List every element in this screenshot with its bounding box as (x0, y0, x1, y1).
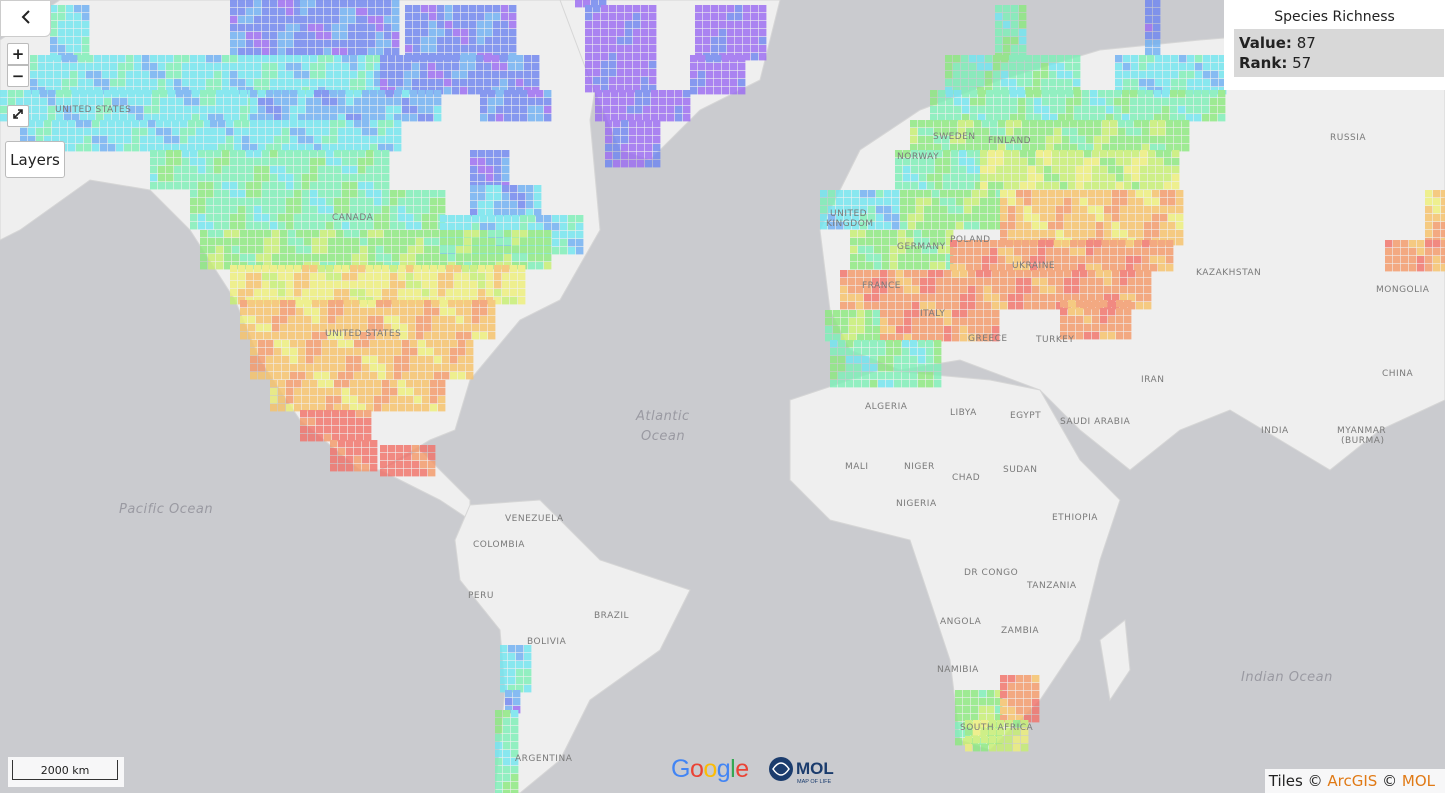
rank-label: Rank: (1239, 54, 1288, 72)
land-madagascar (1099, 619, 1131, 702)
label-atlantic-1: Atlantic (635, 409, 690, 424)
attribution: Tiles © ArcGIS © MOL (1265, 769, 1445, 793)
label-ethiopia: ETHIOPIA (1052, 513, 1098, 523)
expand-icon (12, 108, 24, 124)
label-namibia: NAMIBIA (937, 665, 979, 675)
label-uk2: KINGDOM (826, 219, 874, 229)
label-uk1: UNITED (830, 209, 867, 219)
zoom-out-button[interactable]: − (7, 65, 29, 87)
value-label: Value: (1239, 34, 1292, 52)
label-canada: CANADA (332, 213, 374, 223)
label-ukraine: UKRAINE (1012, 261, 1055, 271)
label-algeria: ALGERIA (865, 402, 908, 412)
label-niger: NIGER (904, 462, 935, 472)
label-zambia: ZAMBIA (1001, 626, 1039, 636)
mol-logo: MOL MAP OF LIFE (769, 757, 834, 785)
chevron-left-icon (20, 9, 32, 28)
label-italy: ITALY (920, 309, 945, 319)
info-panel: Species Richness Value: 87 Rank: 57 (1224, 0, 1445, 90)
label-chad: CHAD (952, 473, 980, 483)
label-sweden: SWEDEN (933, 132, 976, 142)
layers-button[interactable]: Layers (5, 141, 65, 178)
scale-bar: 2000 km (8, 757, 124, 787)
label-angola: ANGOLA (940, 617, 982, 627)
label-atlantic-2: Ocean (641, 429, 685, 444)
info-title: Species Richness (1274, 9, 1395, 25)
mol-logo-text: MOL (796, 759, 834, 778)
label-egypt: EGYPT (1010, 411, 1041, 421)
google-logo: Google (671, 755, 749, 783)
back-button[interactable] (0, 0, 51, 37)
fullscreen-button[interactable] (7, 105, 29, 127)
label-norway: NORWAY (897, 152, 939, 162)
label-indian: Indian Ocean (1241, 670, 1333, 685)
label-myanmar1: MYANMAR (1337, 426, 1386, 436)
label-south-africa: SOUTH AFRICA (960, 723, 1034, 733)
label-libya: LIBYA (950, 408, 977, 418)
label-kazakhstan: KAZAKHSTAN (1196, 268, 1261, 278)
label-myanmar2: (BURMA) (1341, 436, 1384, 446)
mol-logo-subtext: MAP OF LIFE (797, 779, 831, 785)
attribution-sep: © (1382, 772, 1398, 790)
info-values: Value: 87 Rank: 57 (1234, 29, 1444, 77)
label-greece: GREECE (968, 334, 1008, 344)
label-mali: MALI (845, 462, 869, 472)
label-us-north: UNITED STATES (55, 105, 131, 115)
label-germany: GERMANY (897, 242, 946, 252)
mol-link[interactable]: MOL (1401, 772, 1435, 790)
label-bolivia: BOLIVIA (527, 637, 567, 647)
label-france: FRANCE (862, 281, 901, 291)
label-us: UNITED STATES (325, 329, 401, 339)
rank-text: 57 (1292, 54, 1312, 72)
label-russia: RUSSIA (1330, 133, 1366, 143)
land-africa (789, 369, 1121, 751)
label-turkey: TURKEY (1035, 335, 1074, 345)
label-venezuela: VENEZUELA (505, 514, 564, 524)
attribution-prefix: Tiles © (1268, 772, 1323, 790)
label-sudan: SUDAN (1003, 465, 1037, 475)
label-nigeria: NIGERIA (896, 499, 937, 509)
label-india: INDIA (1261, 426, 1289, 436)
label-brazil: BRAZIL (594, 611, 629, 621)
label-drc: DR CONGO (964, 568, 1018, 578)
scale-label: 2000 km (12, 760, 118, 780)
label-iran: IRAN (1141, 375, 1164, 385)
zoom-in-button[interactable]: + (7, 43, 29, 65)
arcgis-link[interactable]: ArcGIS (1327, 772, 1378, 790)
label-china: CHINA (1382, 369, 1413, 379)
label-mongolia: MONGOLIA (1376, 285, 1430, 295)
value-text: 87 (1296, 34, 1316, 52)
label-tanzania: TANZANIA (1026, 581, 1077, 591)
label-poland: POLAND (950, 235, 991, 245)
label-argentina: ARGENTINA (515, 754, 573, 764)
label-colombia: COLOMBIA (473, 540, 525, 550)
label-peru: PERU (468, 591, 494, 601)
label-pacific: Pacific Ocean (119, 502, 213, 517)
label-finland: FINLAND (988, 136, 1031, 146)
label-saudi: SAUDI ARABIA (1060, 417, 1131, 427)
